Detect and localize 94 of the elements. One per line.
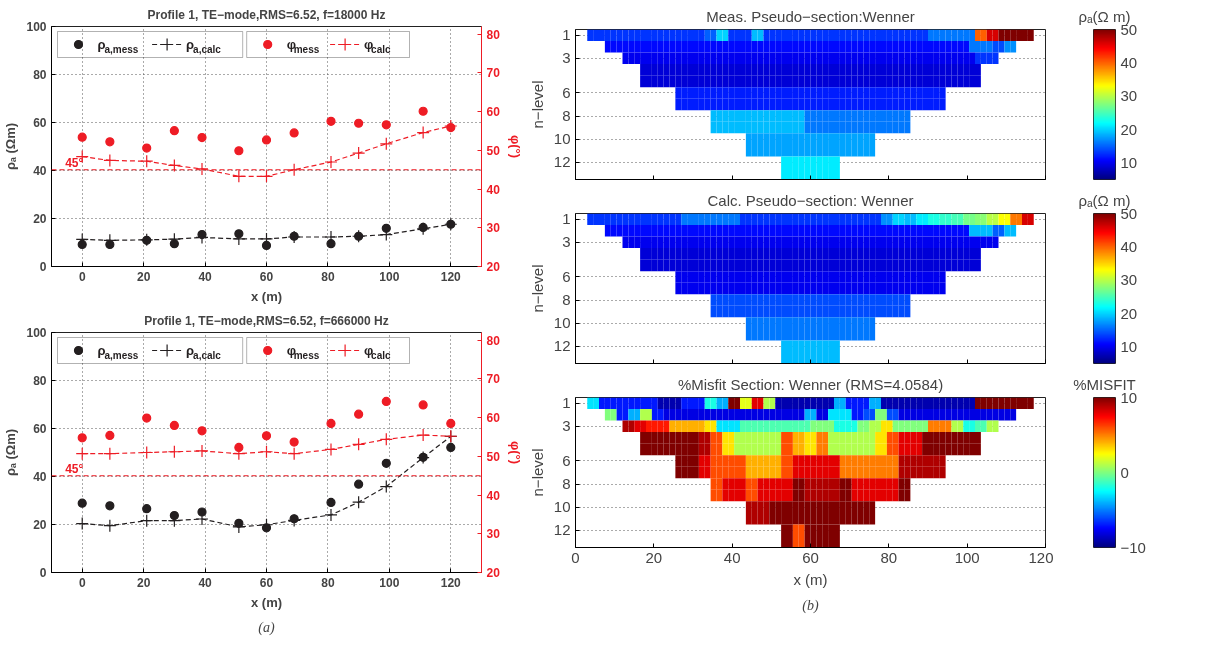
color-bar-label: 10 — [1120, 153, 1138, 171]
y2-tick-label: 30 — [486, 527, 501, 542]
chart-title: Calc. Pseudo−section: Wenner — [707, 191, 914, 209]
y-tick-label: 8 — [562, 475, 571, 493]
color-bar-label: 40 — [1120, 53, 1138, 71]
y-tick-label: 20 — [33, 212, 47, 226]
y-tick-label: 12 — [553, 521, 571, 539]
x-tick-label: 0 — [78, 269, 86, 284]
x-axis-title: x (m) — [793, 570, 828, 588]
y-tick-label: 0 — [39, 566, 47, 580]
x-tick-label: 40 — [198, 575, 213, 590]
x-tick-label: 120 — [440, 269, 462, 284]
color-bar-label: 30 — [1120, 271, 1138, 289]
y2-axis-title: φ(°) — [507, 440, 523, 465]
x-axis-title: x (m) — [250, 288, 283, 304]
x-tick-label: 120 — [1028, 548, 1054, 566]
y2-tick-label: 70 — [486, 66, 501, 81]
color-bar-label: −10 — [1120, 538, 1146, 556]
y-tick-label: 12 — [553, 337, 571, 355]
y-axis-title: n−level — [528, 264, 546, 313]
y2-tick-label: 20 — [486, 260, 501, 274]
x-tick-label: 100 — [954, 548, 980, 566]
y2-tick-label: 70 — [486, 372, 501, 387]
x-tick-label: 120 — [440, 575, 462, 590]
color-bar-label: 20 — [1120, 120, 1138, 138]
x-tick-label: 40 — [723, 548, 741, 566]
y2-tick-label: 40 — [486, 488, 501, 503]
y-tick-label: 3 — [562, 49, 571, 67]
text: (b) — [802, 597, 819, 614]
color-bar-label: 0 — [1120, 463, 1129, 481]
y2-tick-label: 50 — [486, 449, 501, 464]
y-tick-label: 100 — [26, 20, 47, 34]
x-tick-label: 80 — [880, 548, 898, 566]
x-tick-label: 60 — [259, 269, 274, 284]
y-axis-title: ρₐ (Ωm) — [3, 122, 19, 171]
y-tick-label: 80 — [33, 68, 47, 82]
x-tick-label: 100 — [379, 575, 400, 590]
y-tick-label: 0 — [39, 260, 47, 274]
y2-tick-label: 30 — [486, 221, 501, 236]
x-tick-label: 0 — [78, 575, 86, 590]
color-bar-title: %MISFIT — [1073, 375, 1136, 393]
y-tick-label: 10 — [553, 130, 571, 148]
y-tick-label: 10 — [553, 314, 571, 332]
y-tick-label: 8 — [562, 291, 571, 309]
x-tick-label: 80 — [321, 269, 335, 284]
y-tick-label: 1 — [562, 26, 571, 44]
x-tick-label: 20 — [136, 269, 151, 284]
chart-title: Profile 1, TE−mode,RMS=6.52, f=666000 Hz — [144, 313, 389, 328]
color-bar-label: 20 — [1120, 304, 1138, 322]
y-tick-label: 6 — [562, 267, 571, 285]
y-tick-label: 60 — [33, 116, 47, 130]
y-tick-label: 6 — [562, 83, 571, 101]
y-tick-label: 6 — [562, 451, 571, 469]
y2-tick-label: 40 — [486, 182, 501, 197]
y-tick-label: 10 — [553, 498, 571, 516]
chart-title: Meas. Pseudo−section:Wenner — [706, 7, 915, 25]
y-axis-title: n−level — [528, 80, 546, 129]
x-tick-label: 80 — [321, 575, 335, 590]
chart-title: %Misfit Section: Wenner (RMS=4.0584) — [677, 375, 944, 393]
y-tick-label: 80 — [33, 374, 47, 388]
y2-tick-label: 60 — [486, 411, 501, 426]
x-tick-label: 20 — [645, 548, 663, 566]
y2-tick-label: 20 — [486, 566, 501, 580]
y2-tick-label: 60 — [486, 105, 501, 120]
x-tick-label: 60 — [259, 575, 274, 590]
y-tick-label: 1 — [562, 210, 571, 228]
y2-tick-label: 80 — [486, 27, 501, 42]
color-bar-label: 30 — [1120, 87, 1138, 105]
y-tick-label: 1 — [562, 394, 571, 412]
y-tick-label: 40 — [33, 470, 47, 484]
y-tick-label: 3 — [562, 417, 571, 435]
text: (a) — [258, 619, 275, 636]
ref-line-label: 45° — [65, 155, 84, 170]
ref-line-label: 45° — [65, 461, 84, 476]
x-axis-title: x (m) — [250, 594, 283, 610]
y-tick-label: 100 — [26, 326, 47, 340]
x-tick-label: 40 — [198, 269, 213, 284]
x-tick-label: 100 — [379, 269, 400, 284]
x-tick-label: 20 — [136, 575, 151, 590]
y-axis-title: n−level — [528, 448, 546, 497]
y2-tick-label: 50 — [486, 143, 501, 158]
y-tick-label: 20 — [33, 518, 47, 532]
y-tick-label: 12 — [553, 153, 571, 171]
chart-title: Profile 1, TE−mode,RMS=6.52, f=18000 Hz — [147, 7, 386, 22]
y-axis-title: ρₐ (Ωm) — [3, 428, 19, 477]
y-tick-label: 8 — [562, 107, 571, 125]
color-bar-label: 10 — [1120, 337, 1138, 355]
y-tick-label: 3 — [562, 233, 571, 251]
y2-axis-title: φ(°) — [507, 134, 523, 159]
y-tick-label: 60 — [33, 422, 47, 436]
y-tick-label: 40 — [33, 164, 47, 178]
x-tick-label: 60 — [802, 548, 819, 566]
y2-tick-label: 80 — [486, 333, 501, 348]
color-bar-label: 40 — [1120, 237, 1138, 255]
